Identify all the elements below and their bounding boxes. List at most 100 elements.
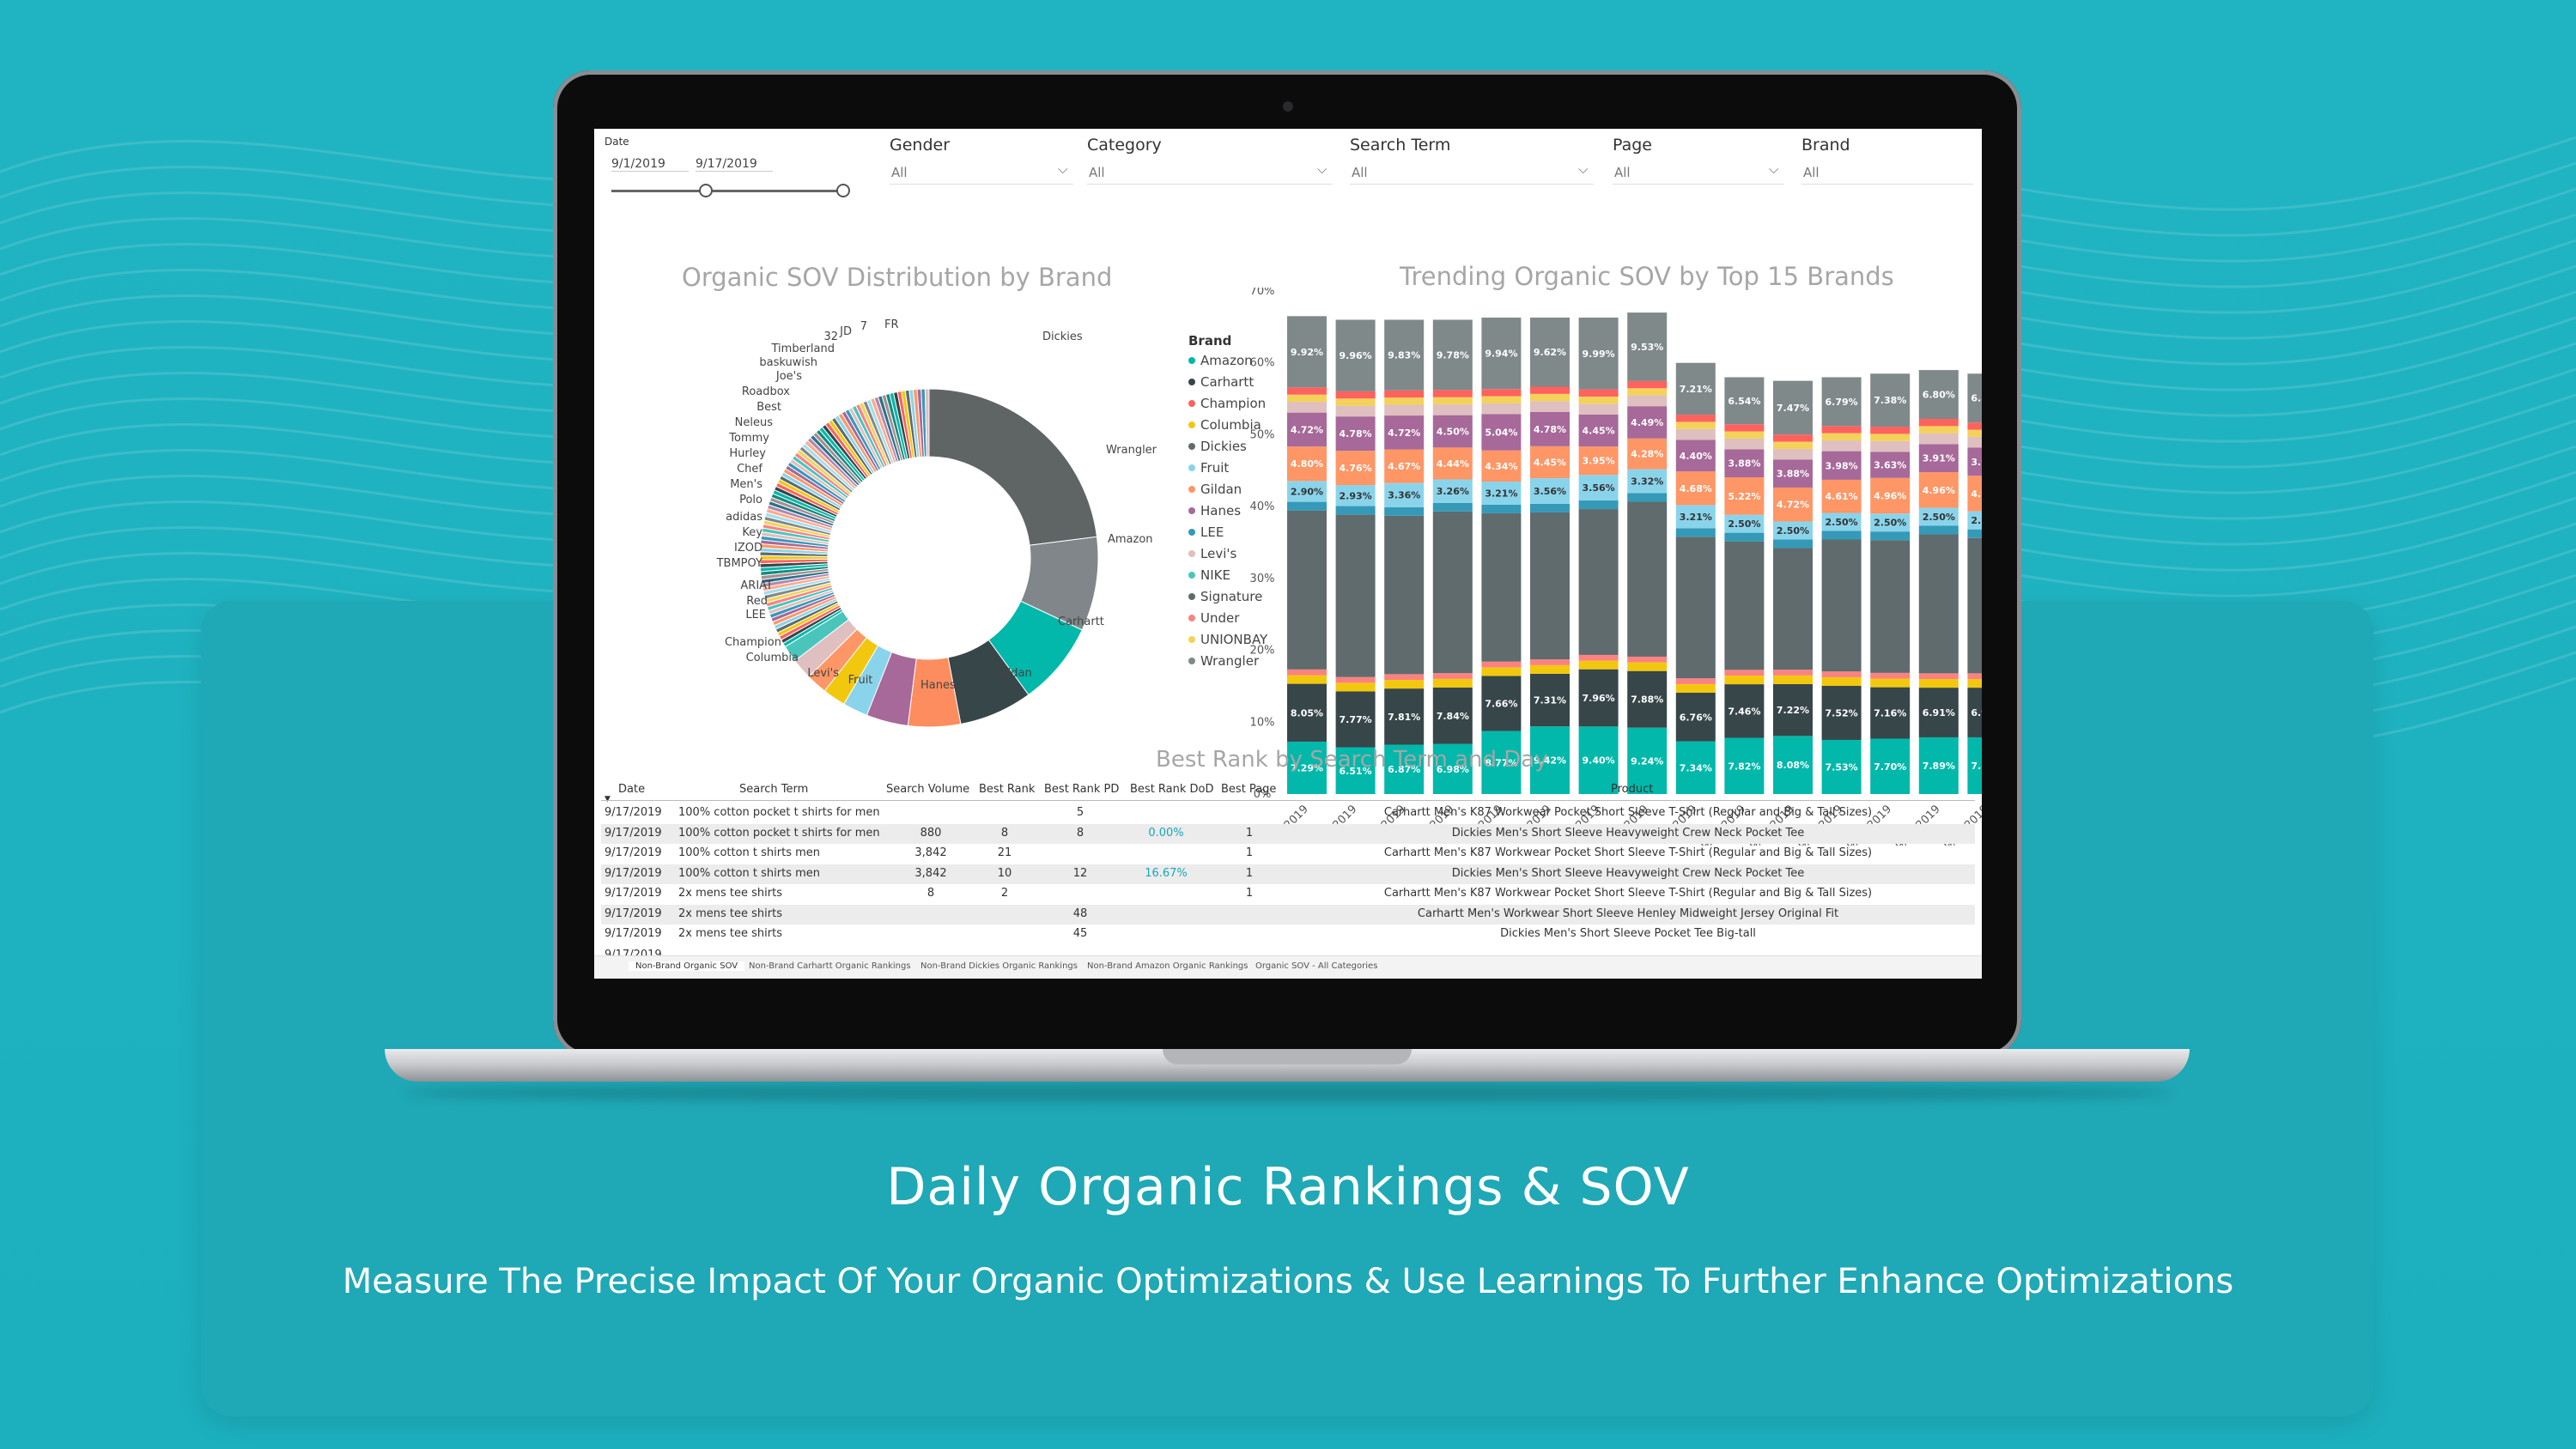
legend-item[interactable]: Gildan	[1200, 482, 1242, 497]
legend-item[interactable]: Fruit	[1200, 460, 1229, 476]
bar-segment-gildan[interactable]	[1918, 472, 1959, 508]
bar-segment-wrangler[interactable]	[1578, 317, 1619, 390]
bar-segment-champion[interactable]	[1481, 389, 1522, 397]
bar-segment-under[interactable]	[1530, 659, 1570, 665]
legend-item[interactable]: UNIONBAY	[1200, 632, 1268, 647]
bar-segment-fruit[interactable]	[1967, 511, 1982, 530]
bar-segment-amazon[interactable]	[1481, 731, 1522, 794]
bar-segment-under[interactable]	[1627, 656, 1668, 663]
bar-segment-levis[interactable]	[1481, 403, 1522, 415]
bar-segment-lee[interactable]	[1967, 529, 1982, 538]
bar-segment-hanes[interactable]	[1724, 449, 1765, 477]
legend-item[interactable]: Carhartt	[1200, 374, 1254, 390]
table-row[interactable]: 9/17/2019 2x mens tee shirts 45 Dickies Men…	[601, 925, 1975, 944]
bar-segment-columbia[interactable]	[1335, 682, 1376, 692]
bar-segment-dickies[interactable]	[1627, 501, 1668, 657]
legend-item[interactable]: Columbia	[1200, 417, 1261, 433]
bar-segment-lee[interactable]	[1821, 530, 1862, 540]
date-range-end-handle[interactable]	[836, 184, 850, 197]
bar-segment-champion[interactable]	[1432, 390, 1473, 397]
bar-segment-columbia[interactable]	[1773, 675, 1813, 684]
bar-segment-columbia[interactable]	[1627, 662, 1668, 671]
legend-item[interactable]: Dickies	[1200, 439, 1247, 454]
bar-segment-carhartt[interactable]	[1481, 676, 1522, 731]
bar-segment-amazon[interactable]	[1967, 737, 1982, 794]
table-row[interactable]: 9/17/2019	[605, 949, 662, 955]
bar-segment-fruit[interactable]	[1870, 513, 1911, 532]
bar-segment-wrangler[interactable]	[1335, 319, 1376, 391]
bar-segment-gildan[interactable]	[1773, 487, 1813, 522]
bar-segment-amazon[interactable]	[1675, 741, 1716, 794]
bar-column[interactable]: 7.29% 8.05% 2.90% 4.80% 4.72% 9.92%	[1287, 316, 1327, 794]
column-header[interactable]: Date	[618, 783, 646, 796]
legend-item[interactable]: LEE	[1200, 524, 1224, 540]
bar-segment-dickies[interactable]	[1675, 537, 1716, 679]
bar-segment-levis[interactable]	[1530, 401, 1570, 412]
bar-segment-fruit[interactable]	[1481, 482, 1522, 505]
bar-segment-levis[interactable]	[1335, 405, 1376, 417]
bar-segment-under[interactable]	[1675, 678, 1716, 684]
sort-arrow-icon[interactable]: ▼	[605, 795, 611, 803]
tab-amazon-rankings[interactable]: Non-Brand Amazon Organic Rankings	[1087, 961, 1249, 971]
bar-segment-dickies[interactable]	[1918, 534, 1959, 674]
bar-segment-unionbay[interactable]	[1724, 431, 1765, 439]
bar-segment-champion[interactable]	[1821, 426, 1862, 433]
bar-segment-wrangler[interactable]	[1773, 380, 1813, 435]
date-end-input[interactable]: 9/17/2019	[696, 157, 773, 172]
bar-segment-lee[interactable]	[1724, 532, 1765, 542]
bar-segment-champion[interactable]	[1530, 386, 1570, 394]
bar-segment-fruit[interactable]	[1773, 521, 1813, 540]
bar-segment-fruit[interactable]	[1918, 507, 1959, 526]
bar-segment-hanes[interactable]	[1335, 416, 1376, 452]
date-range-track[interactable]	[611, 190, 845, 192]
bar-segment-lee[interactable]	[1675, 528, 1716, 537]
bar-segment-lee[interactable]	[1481, 504, 1522, 513]
bar-segment-fruit[interactable]	[1287, 481, 1327, 502]
bar-segment-columbia[interactable]	[1724, 676, 1765, 685]
bar-segment-unionbay[interactable]	[1870, 433, 1911, 441]
bar-segment-gildan[interactable]	[1870, 477, 1911, 514]
bar-segment-unionbay[interactable]	[1530, 393, 1570, 402]
bar-segment-amazon[interactable]	[1287, 741, 1327, 794]
bar-segment-wrangler[interactable]	[1287, 316, 1327, 388]
bar-segment-hanes[interactable]	[1918, 444, 1959, 473]
column-header[interactable]: Best Rank DoD	[1130, 783, 1214, 796]
bar-segment-carhartt[interactable]	[1335, 691, 1376, 748]
column-header[interactable]: Search Term	[739, 783, 809, 796]
bar-segment-carhartt[interactable]	[1530, 673, 1570, 727]
bar-segment-carhartt[interactable]	[1287, 683, 1327, 742]
bar-segment-carhartt[interactable]	[1773, 683, 1813, 737]
bar-segment-gildan[interactable]	[1675, 471, 1716, 506]
bar-segment-hanes[interactable]	[1481, 414, 1522, 451]
bar-segment-wrangler[interactable]	[1967, 373, 1982, 423]
bar-segment-carhartt[interactable]	[1432, 687, 1473, 744]
stacked-bar-chart[interactable]: 70% 60% 50% 40% 30% 20% 10% 0% Brand Amazon Carha…	[1187, 288, 1982, 846]
bar-segment-lee[interactable]	[1773, 539, 1813, 549]
bar-segment-fruit[interactable]	[1432, 479, 1473, 503]
bar-segment-unionbay[interactable]	[1335, 398, 1376, 406]
bar-segment-columbia[interactable]	[1481, 667, 1522, 676]
bar-segment-dickies[interactable]	[1530, 512, 1570, 660]
legend-item[interactable]: NIKE	[1200, 567, 1230, 583]
column-header[interactable]: Best Page	[1221, 783, 1277, 796]
bar-segment-hanes[interactable]	[1870, 452, 1911, 478]
bar-segment-lee[interactable]	[1530, 503, 1570, 512]
bar-segment-unionbay[interactable]	[1578, 396, 1619, 404]
bar-segment-hanes[interactable]	[1675, 440, 1716, 472]
legend-item[interactable]: Under	[1200, 610, 1240, 626]
bar-segment-levis[interactable]	[1578, 403, 1619, 415]
bar-segment-gildan[interactable]	[1627, 438, 1668, 470]
bar-segment-amazon[interactable]	[1432, 743, 1473, 794]
bar-segment-champion[interactable]	[1918, 419, 1959, 427]
bar-segment-unionbay[interactable]	[1384, 397, 1425, 405]
bar-segment-fruit[interactable]	[1724, 514, 1765, 533]
bar-segment-wrangler[interactable]	[1481, 317, 1522, 390]
bar-segment-hanes[interactable]	[1627, 406, 1668, 439]
bar-segment-gildan[interactable]	[1287, 446, 1327, 482]
bar-column[interactable]: 6.98% 7.84% 3.26% 4.44% 4.50% 9.78%	[1432, 319, 1473, 794]
bar-segment-amazon[interactable]	[1384, 744, 1425, 794]
bar-segment-dickies[interactable]	[1335, 514, 1376, 677]
bar-segment-dickies[interactable]	[1287, 510, 1327, 670]
bar-column[interactable]: 7.34% 6.76% 3.21% 4.68% 4.40% 7.21%	[1675, 362, 1716, 794]
bar-segment-levis[interactable]	[1870, 440, 1911, 452]
